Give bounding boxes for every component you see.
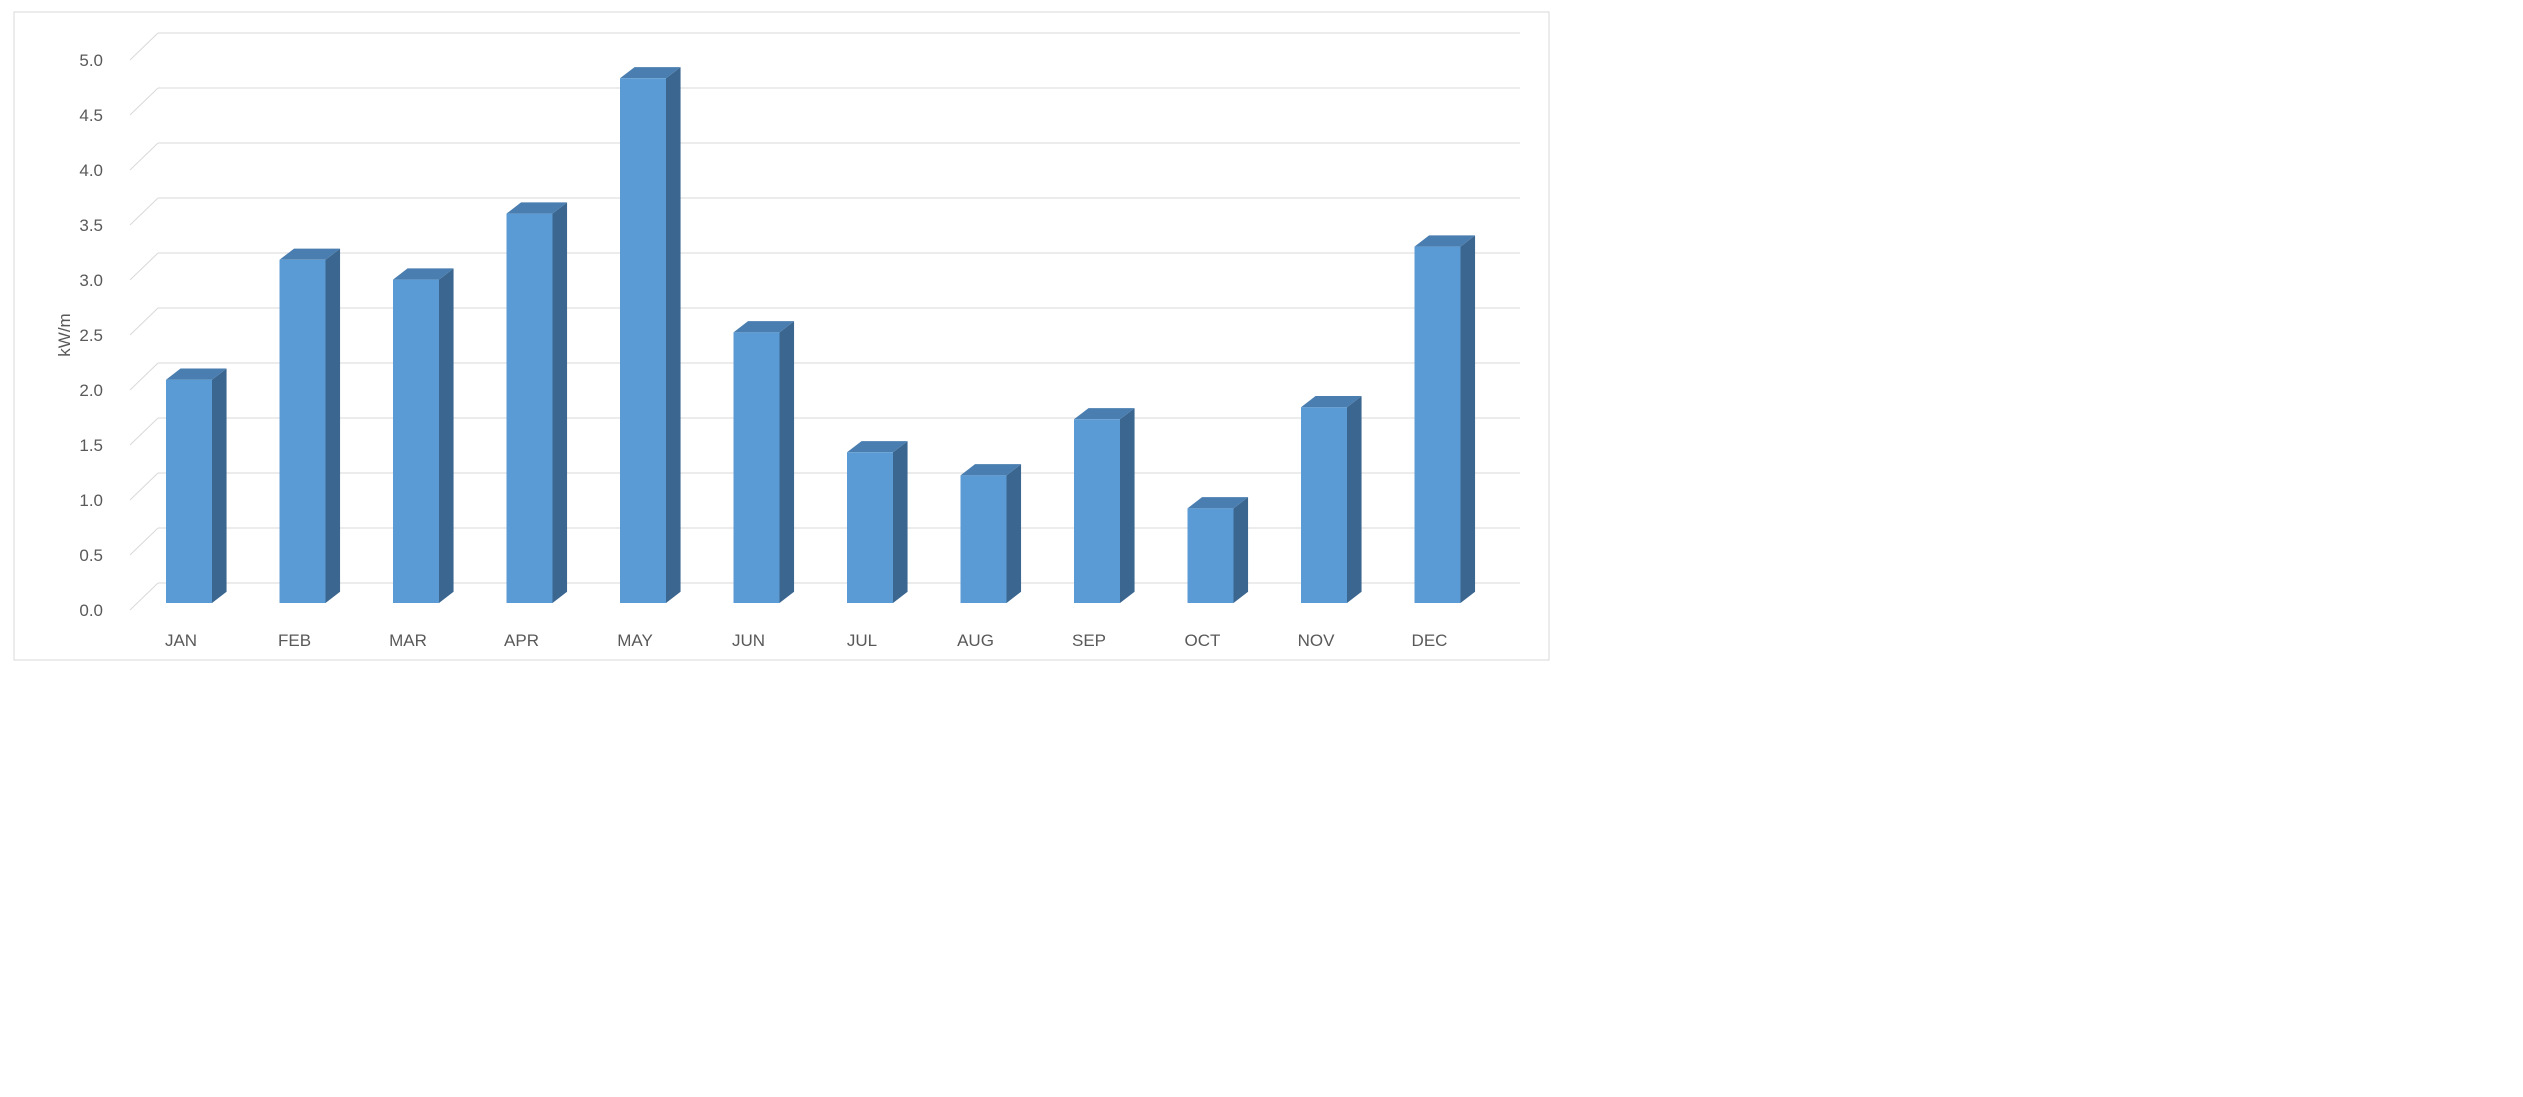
y-tick-label: 3.0 — [79, 271, 103, 290]
bar-top — [166, 368, 227, 380]
x-tick-label: JUN — [732, 631, 765, 650]
bar — [960, 475, 1007, 603]
bar-top — [847, 441, 908, 453]
bar — [393, 279, 439, 603]
bar-side — [1347, 395, 1362, 603]
x-tick-label: DEC — [1412, 631, 1448, 650]
y-tick-label: 1.0 — [79, 491, 103, 510]
bar — [506, 213, 553, 603]
bar-top — [279, 248, 341, 260]
x-tick-label: APR — [504, 631, 539, 650]
gridline-diagonal — [129, 362, 159, 391]
y-tick-label: 0.0 — [79, 601, 103, 620]
bar-side — [1233, 497, 1249, 603]
bar — [1187, 508, 1234, 603]
x-tick-label: MAY — [617, 631, 653, 650]
bar — [847, 452, 893, 603]
bar-side — [212, 368, 227, 603]
bar-side — [1006, 464, 1022, 603]
gridline-diagonal — [129, 472, 159, 501]
y-axis-title: kW/m — [55, 313, 74, 356]
gridline-diagonal — [129, 87, 159, 116]
y-tick-label: 3.5 — [79, 216, 103, 235]
gridline-diagonal — [129, 197, 159, 226]
bar-top — [1187, 497, 1249, 509]
y-tick-label: 2.5 — [79, 326, 103, 345]
bar — [1074, 419, 1120, 603]
x-tick-label: JAN — [165, 631, 197, 650]
gridline-diagonal — [129, 417, 159, 446]
y-tick-label: 5.0 — [79, 51, 103, 70]
bar-side — [439, 268, 454, 603]
bar-top — [1074, 408, 1135, 420]
bar-top — [620, 67, 681, 79]
bar — [620, 78, 666, 604]
x-tick-label: FEB — [278, 631, 311, 650]
bar — [279, 259, 326, 603]
gridline-diagonal — [129, 527, 159, 556]
bar-top — [1414, 235, 1476, 247]
bar-top — [393, 268, 454, 280]
bar-top — [733, 321, 795, 333]
bar — [166, 379, 212, 603]
y-tick-label: 0.5 — [79, 546, 103, 565]
y-tick-label: 4.5 — [79, 106, 103, 125]
x-tick-label: OCT — [1185, 631, 1221, 650]
x-tick-label: JUL — [847, 631, 877, 650]
gridline-diagonal — [129, 142, 159, 171]
bar — [1414, 246, 1461, 603]
bar-side — [552, 202, 568, 604]
bar-side — [893, 441, 908, 603]
bar-side — [325, 248, 341, 603]
bar-top — [506, 202, 568, 214]
bar-top — [960, 464, 1022, 476]
gridline-diagonal — [129, 582, 159, 611]
bar-side — [1460, 235, 1476, 604]
bar-side — [1120, 408, 1135, 603]
x-tick-label: SEP — [1072, 631, 1106, 650]
bar-side — [666, 67, 681, 604]
bar — [733, 332, 780, 603]
bar-top — [1301, 395, 1362, 408]
gridline-diagonal — [129, 32, 159, 61]
gridline-diagonal — [129, 307, 159, 336]
x-tick-label: NOV — [1298, 631, 1336, 650]
bar — [1301, 407, 1347, 603]
gridline-diagonal — [129, 252, 159, 281]
y-tick-label: 2.0 — [79, 381, 103, 400]
x-tick-label: AUG — [957, 631, 994, 650]
bar-side — [779, 321, 795, 603]
y-tick-label: 4.0 — [79, 161, 103, 180]
x-tick-label: MAR — [389, 631, 427, 650]
y-tick-label: 1.5 — [79, 436, 103, 455]
